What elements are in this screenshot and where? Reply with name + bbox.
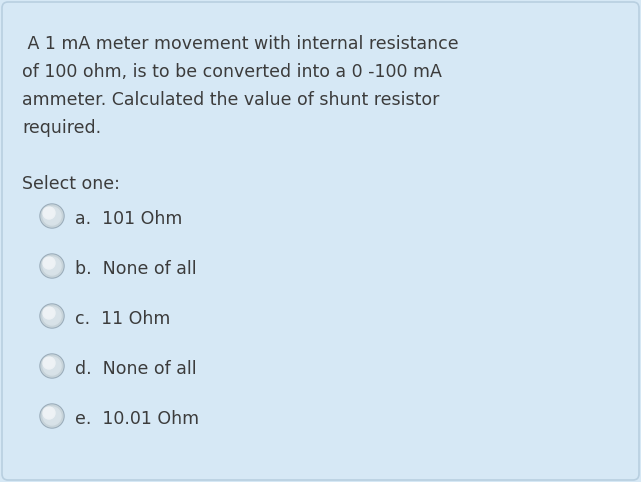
Text: required.: required. (22, 119, 101, 137)
Text: of 100 ohm, is to be converted into a 0 -100 mA: of 100 ohm, is to be converted into a 0 … (22, 63, 442, 81)
Circle shape (43, 307, 55, 319)
Circle shape (43, 207, 61, 225)
Circle shape (41, 255, 63, 277)
Circle shape (40, 354, 64, 378)
Circle shape (40, 404, 64, 428)
Circle shape (41, 205, 63, 227)
Text: c.  11 Ohm: c. 11 Ohm (75, 310, 171, 328)
Text: Select one:: Select one: (22, 175, 120, 193)
Circle shape (43, 307, 61, 325)
Circle shape (40, 204, 64, 228)
Circle shape (41, 355, 63, 377)
Circle shape (43, 357, 55, 369)
Text: e.  10.01 Ohm: e. 10.01 Ohm (75, 410, 199, 428)
Circle shape (43, 357, 61, 375)
Text: A 1 mA meter movement with internal resistance: A 1 mA meter movement with internal resi… (22, 35, 458, 53)
Circle shape (41, 305, 63, 327)
Text: ammeter. Calculated the value of shunt resistor: ammeter. Calculated the value of shunt r… (22, 91, 439, 109)
Circle shape (40, 304, 64, 328)
Circle shape (43, 207, 55, 219)
Circle shape (43, 407, 55, 419)
Text: a.  101 Ohm: a. 101 Ohm (75, 210, 183, 228)
Text: d.  None of all: d. None of all (75, 360, 197, 378)
Circle shape (40, 254, 64, 278)
Circle shape (43, 257, 55, 269)
Circle shape (41, 405, 63, 427)
Text: b.  None of all: b. None of all (75, 260, 197, 278)
Circle shape (43, 257, 61, 275)
Circle shape (43, 407, 61, 425)
